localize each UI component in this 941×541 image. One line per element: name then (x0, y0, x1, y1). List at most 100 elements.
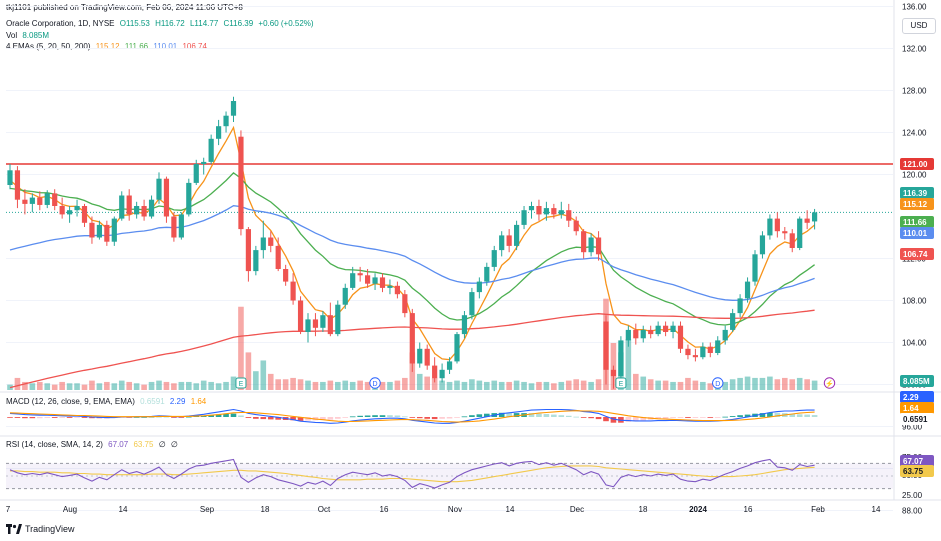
candle (417, 342, 423, 368)
candle (610, 365, 617, 389)
candle (178, 212, 184, 240)
volume-bar (722, 381, 728, 390)
volume-bar (767, 376, 773, 390)
candle-body (178, 214, 184, 238)
macd-histogram-bar (253, 417, 259, 419)
macd-histogram-bar (416, 417, 423, 419)
volume-bar (141, 384, 147, 390)
candle (81, 203, 88, 227)
event-markers[interactable]: E D E D ⚡ (235, 377, 836, 389)
volume-bar (543, 381, 550, 390)
symbol-line: Oracle Corporation, 1D, NYSE O115.53 H11… (6, 19, 317, 28)
macd-histogram-bar (677, 417, 684, 418)
time-tick-label: 14 (872, 505, 881, 514)
candle-body (655, 325, 661, 335)
event-marker[interactable]: D (369, 377, 381, 389)
volume-bar (230, 376, 237, 390)
rsi-legend-label[interactable]: RSI (14, close, SMA, 14, 2) (6, 440, 103, 449)
event-marker[interactable]: D (712, 377, 724, 389)
volume-bar (700, 381, 706, 390)
candle (491, 245, 497, 272)
macd-histogram-bar (81, 417, 88, 418)
candle (350, 266, 356, 290)
price-tick-label: 88.00 (902, 507, 923, 516)
symbol-name[interactable]: Oracle Corporation, 1D, NYSE (6, 19, 115, 28)
macd-histogram-bar (729, 416, 736, 417)
candle (52, 189, 58, 211)
volume-bar (491, 380, 498, 390)
volume-bar (186, 381, 192, 390)
candle-body (417, 348, 423, 364)
candle (730, 308, 736, 332)
candle-body (104, 224, 110, 242)
candle (692, 348, 698, 362)
volume-bar (312, 381, 319, 390)
macd-histogram-bar (662, 417, 669, 419)
candle (22, 189, 28, 215)
candle-body (223, 115, 229, 127)
time-tick-label: Oct (318, 505, 331, 514)
volume-bar (782, 377, 788, 390)
candle-body (692, 355, 698, 358)
event-marker[interactable]: E (615, 377, 627, 389)
event-marker[interactable]: E (235, 377, 247, 389)
volume-badge-bg (900, 375, 934, 387)
candle (290, 273, 296, 305)
candle (774, 212, 780, 238)
rsi-ma-line (10, 465, 815, 483)
candle (29, 193, 35, 213)
volume-bar (484, 381, 490, 390)
tradingview-footer[interactable]: TradingView (6, 524, 75, 534)
macd-legend-label[interactable]: MACD (12, 26, close, 9, EMA, EMA) (6, 397, 135, 406)
volume-bar (118, 380, 125, 390)
volume-bar (431, 377, 438, 390)
candle (74, 199, 80, 217)
candle-body (685, 348, 691, 356)
candle (171, 212, 177, 242)
ema5-badge-text: 115.12 (903, 200, 928, 209)
volume-bar (208, 381, 214, 390)
signal-line (9, 410, 815, 423)
macd-histogram-bar (528, 413, 535, 417)
candle (7, 164, 13, 190)
event-marker[interactable]: ⚡ (823, 377, 836, 389)
volume-bar (14, 377, 21, 390)
candle (379, 273, 386, 293)
rsi-legend-value: 67.07 (108, 440, 129, 449)
candle-body (588, 237, 594, 253)
macd-histogram-bar (260, 417, 267, 420)
candle-body (573, 220, 579, 232)
candle (752, 250, 758, 286)
candle-body (566, 210, 572, 221)
price-tick-label: 136.00 (902, 3, 927, 12)
macd-histogram-bar (402, 416, 408, 418)
event-marker-label: E (619, 381, 624, 388)
candle (812, 208, 818, 230)
volume-bar (647, 379, 654, 390)
time-tick-label: 16 (744, 505, 753, 514)
ema-legend-label[interactable]: 4 EMAs (5, 20, 50, 200) (6, 42, 91, 51)
candle-body (148, 199, 155, 217)
volume-bar (804, 379, 810, 390)
candle (506, 229, 512, 253)
candle-body (297, 300, 304, 332)
candle (715, 336, 721, 356)
candle (707, 342, 713, 358)
macd-histogram-bar (327, 417, 334, 420)
volume-bar (104, 381, 110, 390)
macd-histogram-bar (789, 414, 796, 417)
candle-body (551, 208, 557, 215)
candle-body (625, 329, 631, 341)
ema50-line (9, 205, 815, 301)
candle-body (767, 218, 773, 236)
time-tick-label: Aug (63, 505, 77, 514)
volume-legend-label[interactable]: Vol (6, 31, 18, 40)
candle-body (59, 206, 65, 215)
currency-button[interactable]: USD (902, 18, 936, 34)
candle (722, 325, 728, 345)
volume-bar (789, 379, 796, 390)
macd-histogram-bar (469, 415, 475, 417)
candle (677, 321, 684, 353)
candle (89, 216, 95, 244)
